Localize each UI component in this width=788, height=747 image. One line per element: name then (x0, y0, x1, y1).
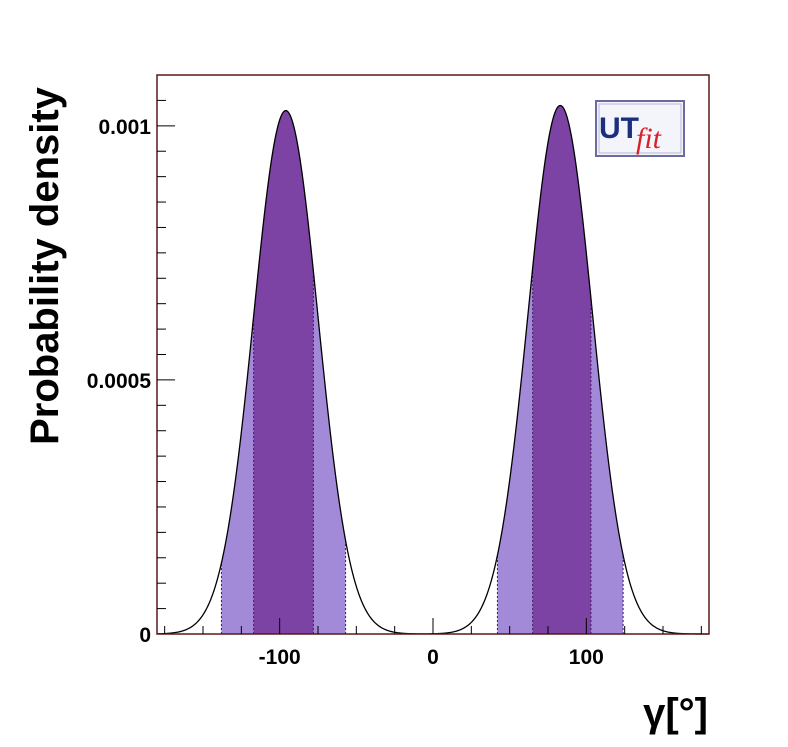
y-tick-label: 0.001 (98, 116, 151, 139)
axis-ticks (157, 99, 702, 634)
region-68-peak-2 (532, 105, 591, 635)
y-tick-label: 0.0005 (87, 370, 152, 393)
region-boundary-lines (220, 267, 624, 634)
tick-labels: -100 0 100 0 0.0005 0.001 (87, 116, 604, 669)
credible-region-fills (221, 105, 624, 635)
logo-fit-text: fit (636, 122, 662, 155)
x-tick-label: -100 (259, 646, 301, 669)
x-axis-title: γ[°] (643, 691, 708, 735)
y-axis-title: Probability density (23, 86, 67, 445)
x-tick-label: 0 (427, 646, 439, 669)
utfit-logo: UT fit (595, 100, 685, 157)
logo-ut-text: UT (599, 112, 639, 145)
region-68-peak-1 (253, 110, 314, 634)
x-tick-label: 100 (569, 646, 604, 669)
y-tick-label: 0 (139, 624, 151, 647)
